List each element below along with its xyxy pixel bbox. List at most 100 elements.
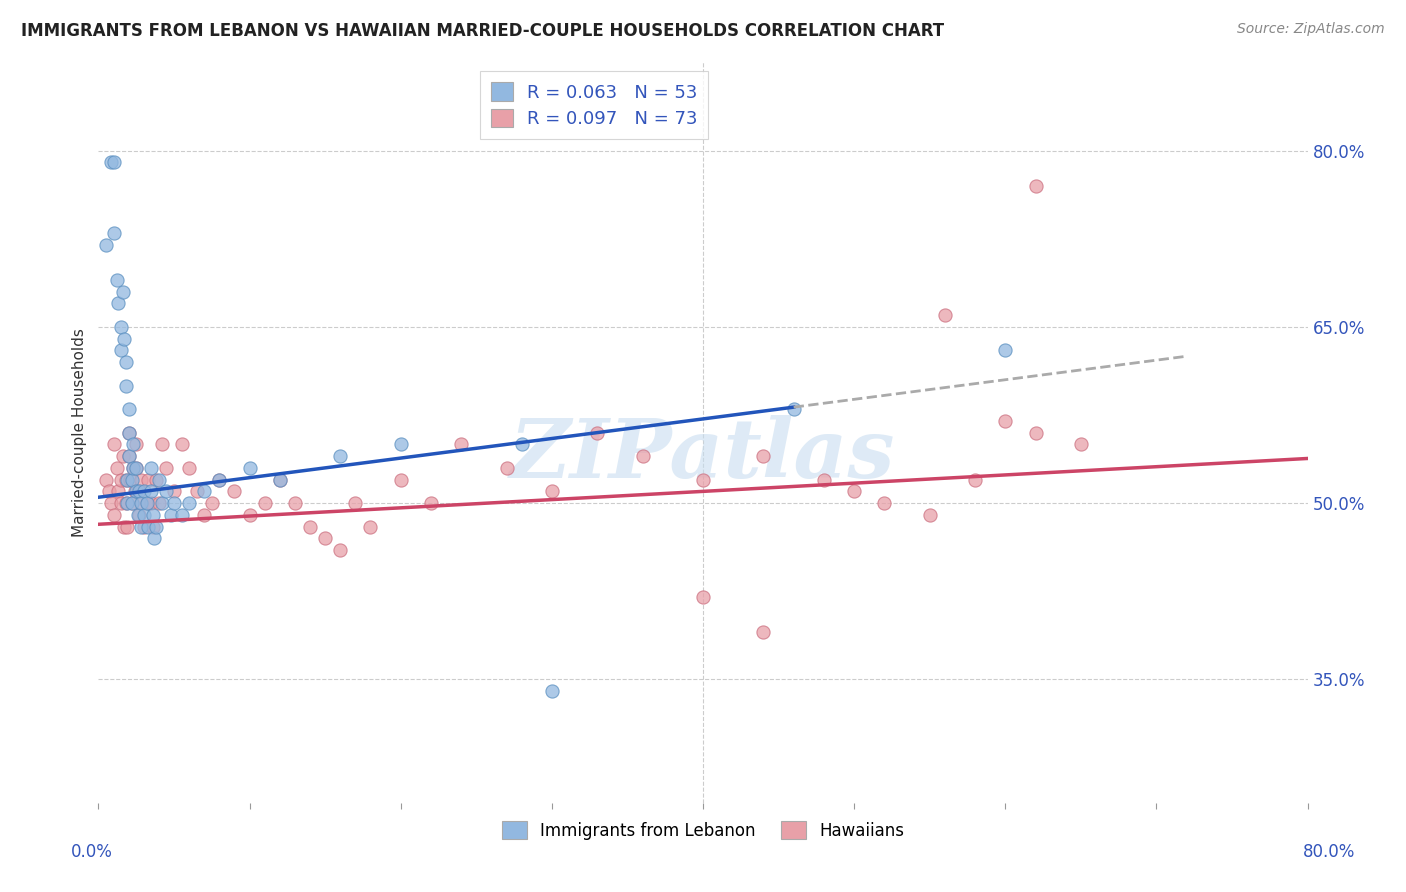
Point [111,285,134,299]
Point [314,532,336,546]
Point [179,496,201,510]
Point [114,473,136,487]
Point [118,425,141,440]
Point [155,461,177,475]
Point [125,437,148,451]
Point [141,461,163,475]
Point [121,496,143,510]
Point [752,625,775,640]
Point [510,437,533,451]
Point [450,437,472,451]
Point [170,508,193,522]
Point [107,296,129,310]
Point [201,496,224,510]
Point [127,484,149,499]
Point [389,473,412,487]
Point [110,343,132,358]
Text: 0.0%: 0.0% [70,843,112,861]
Point [142,508,165,522]
Legend: Immigrants from Lebanon, Hawaiians: Immigrants from Lebanon, Hawaiians [495,814,911,847]
Point [127,508,149,522]
Point [118,449,141,463]
Text: 80.0%: 80.0% [1302,843,1355,861]
Point [141,484,163,499]
Point [105,461,128,475]
Point [420,496,443,510]
Point [111,449,134,463]
Point [239,461,262,475]
Point [122,461,145,475]
Point [121,473,143,487]
Point [150,437,173,451]
Point [965,473,987,487]
Point [344,496,367,510]
Point [299,519,322,533]
Point [692,590,714,604]
Point [136,473,159,487]
Point [631,449,654,463]
Point [360,519,382,533]
Point [994,343,1017,358]
Point [193,484,215,499]
Point [148,496,170,510]
Point [125,461,148,475]
Point [208,473,231,487]
Point [118,402,141,417]
Point [752,449,775,463]
Point [150,496,173,510]
Y-axis label: Married-couple Households: Married-couple Households [72,328,87,537]
Point [105,273,128,287]
Point [112,519,135,533]
Point [94,237,117,252]
Point [136,519,159,533]
Point [142,519,165,533]
Point [163,484,186,499]
Point [125,461,148,475]
Point [155,484,177,499]
Text: IMMIGRANTS FROM LEBANON VS HAWAIIAN MARRIED-COUPLE HOUSEHOLDS CORRELATION CHART: IMMIGRANTS FROM LEBANON VS HAWAIIAN MARR… [21,22,945,40]
Point [918,508,941,522]
Point [163,496,186,510]
Point [994,414,1017,428]
Text: ZIPatlas: ZIPatlas [510,415,896,495]
Point [100,155,122,169]
Point [1070,437,1092,451]
Point [121,496,143,510]
Point [115,519,138,533]
Point [110,473,132,487]
Point [145,473,167,487]
Point [148,473,170,487]
Point [284,496,307,510]
Point [110,319,132,334]
Point [495,461,517,475]
Point [112,332,135,346]
Point [103,437,125,451]
Point [269,473,291,487]
Point [224,484,246,499]
Point [129,473,152,487]
Point [540,484,562,499]
Point [122,437,145,451]
Point [135,496,157,510]
Point [145,519,167,533]
Point [692,473,714,487]
Point [1024,178,1046,193]
Text: Source: ZipAtlas.com: Source: ZipAtlas.com [1237,22,1385,37]
Point [129,519,152,533]
Point [132,519,155,533]
Point [170,437,193,451]
Point [129,496,152,510]
Point [269,473,291,487]
Point [135,496,157,510]
Point [115,473,138,487]
Point [103,155,125,169]
Point [131,496,153,510]
Point [813,473,835,487]
Point [107,484,129,499]
Point [114,355,136,369]
Point [94,473,117,487]
Point [114,496,136,510]
Point [118,425,141,440]
Point [389,437,412,451]
Point [844,484,866,499]
